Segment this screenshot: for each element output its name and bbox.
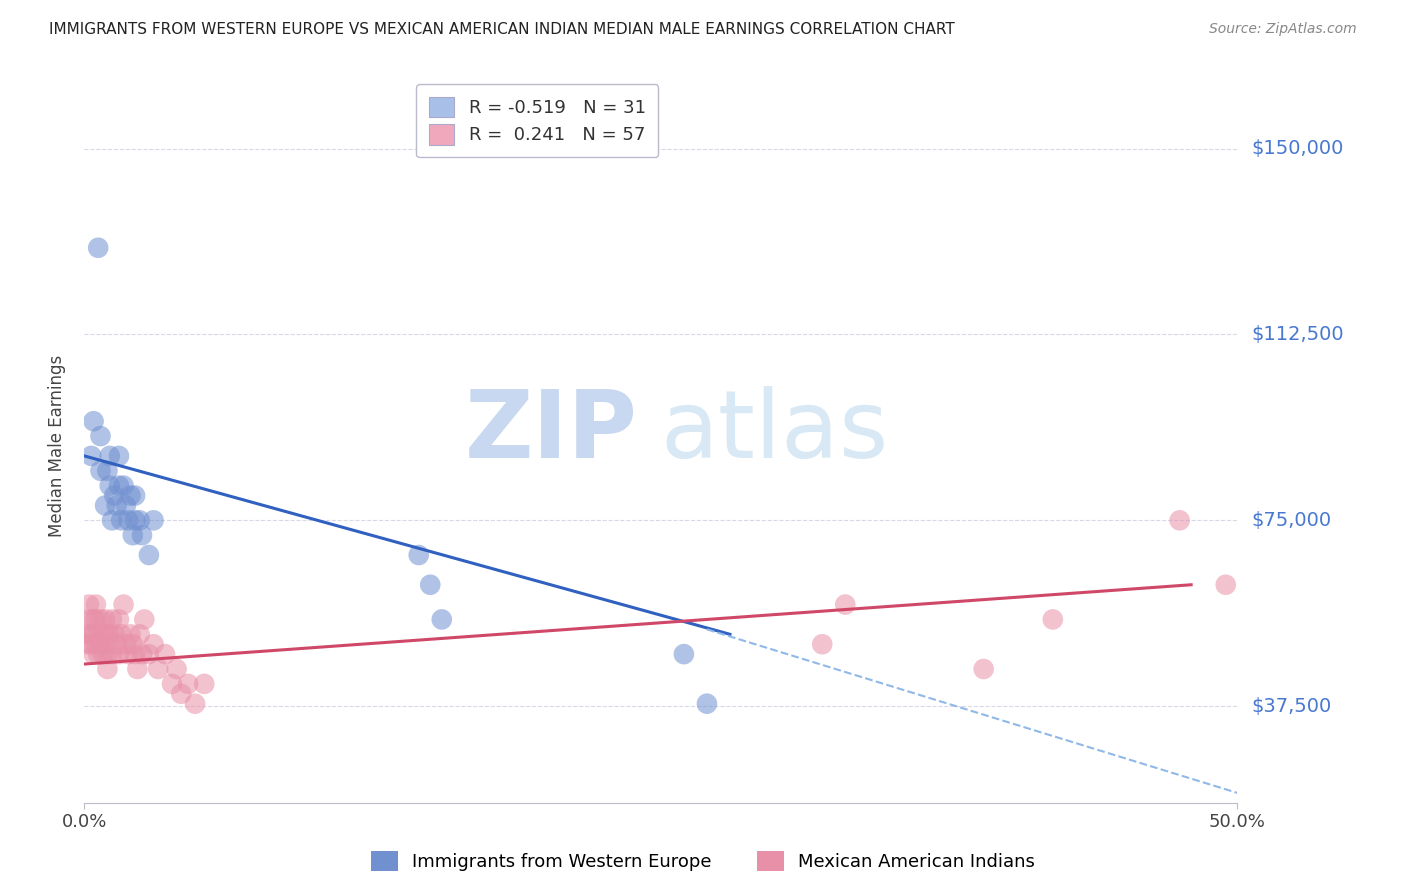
- Point: [103, 489, 125, 503]
- Point: [96, 627, 118, 641]
- Point: [84, 598, 107, 612]
- Point: [108, 449, 131, 463]
- Point: [166, 662, 188, 676]
- Point: [1042, 612, 1064, 626]
- Point: [131, 528, 153, 542]
- Text: atlas: atlas: [661, 385, 889, 478]
- Point: [177, 677, 200, 691]
- Point: [87, 647, 110, 661]
- Point: [108, 647, 131, 661]
- Point: [408, 548, 430, 562]
- Point: [94, 612, 117, 626]
- Point: [83, 627, 105, 641]
- Point: [110, 627, 132, 641]
- Point: [76, 637, 98, 651]
- Point: [115, 637, 138, 651]
- Point: [101, 612, 124, 626]
- Point: [80, 449, 103, 463]
- Point: [124, 489, 146, 503]
- Point: [120, 627, 142, 641]
- Legend: R = -0.519   N = 31, R =  0.241   N = 57: R = -0.519 N = 31, R = 0.241 N = 57: [416, 84, 658, 157]
- Point: [91, 647, 114, 661]
- Point: [128, 627, 150, 641]
- Point: [112, 478, 135, 492]
- Text: Source: ZipAtlas.com: Source: ZipAtlas.com: [1209, 22, 1357, 37]
- Point: [419, 578, 441, 592]
- Point: [128, 513, 150, 527]
- Point: [121, 637, 143, 651]
- Point: [120, 489, 142, 503]
- Point: [94, 499, 117, 513]
- Point: [131, 647, 153, 661]
- Point: [170, 687, 193, 701]
- Point: [160, 677, 183, 691]
- Point: [80, 637, 103, 651]
- Point: [91, 627, 114, 641]
- Point: [1215, 578, 1237, 592]
- Point: [117, 647, 139, 661]
- Point: [84, 637, 107, 651]
- Point: [87, 241, 110, 255]
- Point: [98, 478, 121, 492]
- Point: [89, 612, 111, 626]
- Point: [138, 548, 160, 562]
- Point: [108, 612, 131, 626]
- Point: [96, 647, 118, 661]
- Point: [89, 464, 111, 478]
- Point: [89, 429, 111, 443]
- Point: [101, 513, 124, 527]
- Point: [110, 513, 132, 527]
- Point: [98, 627, 121, 641]
- Point: [108, 478, 131, 492]
- Point: [124, 513, 146, 527]
- Point: [98, 449, 121, 463]
- Point: [117, 513, 139, 527]
- Point: [696, 697, 718, 711]
- Text: IMMIGRANTS FROM WESTERN EUROPE VS MEXICAN AMERICAN INDIAN MEDIAN MALE EARNINGS C: IMMIGRANTS FROM WESTERN EUROPE VS MEXICA…: [49, 22, 955, 37]
- Point: [112, 598, 135, 612]
- Text: $75,000: $75,000: [1251, 511, 1331, 530]
- Y-axis label: Median Male Earnings: Median Male Earnings: [48, 355, 66, 537]
- Point: [83, 414, 105, 428]
- Point: [142, 513, 165, 527]
- Text: $150,000: $150,000: [1251, 139, 1344, 158]
- Point: [96, 662, 118, 676]
- Text: $112,500: $112,500: [1251, 325, 1344, 344]
- Point: [94, 637, 117, 651]
- Point: [672, 647, 695, 661]
- Point: [834, 598, 856, 612]
- Point: [77, 598, 100, 612]
- Point: [96, 464, 118, 478]
- Point: [1168, 513, 1191, 527]
- Point: [124, 647, 146, 661]
- Point: [77, 612, 100, 626]
- Point: [184, 697, 207, 711]
- Point: [811, 637, 834, 651]
- Point: [105, 499, 128, 513]
- Point: [103, 627, 125, 641]
- Point: [153, 647, 176, 661]
- Legend: Immigrants from Western Europe, Mexican American Indians: Immigrants from Western Europe, Mexican …: [364, 844, 1042, 879]
- Point: [83, 612, 105, 626]
- Text: ZIP: ZIP: [465, 385, 638, 478]
- Point: [146, 662, 169, 676]
- Point: [138, 647, 160, 661]
- Point: [87, 627, 110, 641]
- Point: [83, 647, 105, 661]
- Point: [134, 612, 156, 626]
- Point: [127, 662, 149, 676]
- Point: [430, 612, 453, 626]
- Point: [80, 627, 103, 641]
- Point: [76, 627, 98, 641]
- Point: [142, 637, 165, 651]
- Point: [105, 637, 128, 651]
- Point: [121, 528, 143, 542]
- Point: [193, 677, 215, 691]
- Point: [89, 637, 111, 651]
- Point: [101, 647, 124, 661]
- Text: $37,500: $37,500: [1251, 697, 1331, 715]
- Point: [115, 499, 138, 513]
- Point: [973, 662, 995, 676]
- Point: [84, 612, 107, 626]
